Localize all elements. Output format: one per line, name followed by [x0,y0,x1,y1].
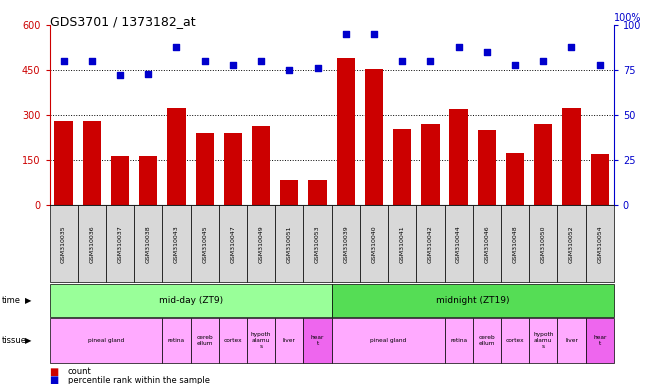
Bar [478,130,496,205]
Bar [393,129,411,205]
Point [228,61,238,68]
Text: hypoth
alamu
s: hypoth alamu s [251,332,271,349]
Text: time: time [1,296,20,305]
Text: retina: retina [168,338,185,343]
Text: GSM310040: GSM310040 [372,225,376,263]
Bar [534,124,552,205]
Text: ▶: ▶ [25,296,32,305]
Point [341,31,351,37]
Bar [449,109,468,205]
Point [482,49,492,55]
Text: cortex: cortex [224,338,242,343]
Bar [280,180,298,205]
Point [510,61,520,68]
Bar [562,108,581,205]
Text: GSM310054: GSM310054 [597,225,602,263]
Bar [308,180,327,205]
Bar [139,156,158,205]
Text: GSM310051: GSM310051 [287,225,292,263]
Text: GSM310048: GSM310048 [513,225,517,263]
Text: GSM310045: GSM310045 [202,225,207,263]
Point [115,73,125,79]
Point [58,58,69,64]
Bar [224,133,242,205]
Text: cortex: cortex [506,338,524,343]
Text: GSM310049: GSM310049 [259,225,263,263]
Point [369,31,380,37]
Bar [54,121,73,205]
Text: pineal gland: pineal gland [88,338,124,343]
Point [566,43,577,50]
Point [453,43,464,50]
Text: GSM310035: GSM310035 [61,225,66,263]
Text: 100%: 100% [614,13,642,23]
Bar [365,69,383,205]
Point [143,71,154,77]
Text: mid-day (ZT9): mid-day (ZT9) [158,296,222,305]
Bar [506,153,524,205]
Point [284,67,294,73]
Text: ■: ■ [50,375,59,384]
Point [595,61,605,68]
Text: GSM310043: GSM310043 [174,225,179,263]
Bar [167,108,185,205]
Text: midnight (ZT19): midnight (ZT19) [436,296,510,305]
Text: GSM310050: GSM310050 [541,225,546,263]
Bar [591,154,609,205]
Text: GSM310053: GSM310053 [315,225,320,263]
Text: GSM310039: GSM310039 [343,225,348,263]
Text: count: count [68,367,92,376]
Text: liver: liver [565,338,578,343]
Bar [195,133,214,205]
Point [86,58,97,64]
Point [425,58,436,64]
Point [312,65,323,71]
Text: ▶: ▶ [25,336,32,345]
Point [538,58,548,64]
Text: retina: retina [450,338,467,343]
Text: liver: liver [283,338,296,343]
Bar [252,126,271,205]
Bar [82,121,101,205]
Text: GSM310041: GSM310041 [400,225,405,263]
Text: GSM310037: GSM310037 [117,225,123,263]
Text: GDS3701 / 1373182_at: GDS3701 / 1373182_at [50,15,195,28]
Text: hear
t: hear t [593,335,607,346]
Text: cereb
ellum: cereb ellum [478,335,495,346]
Text: tissue: tissue [1,336,26,345]
Text: cereb
ellum: cereb ellum [196,335,213,346]
Bar [421,124,440,205]
Text: percentile rank within the sample: percentile rank within the sample [68,376,210,384]
Point [199,58,210,64]
Point [256,58,267,64]
Text: GSM310038: GSM310038 [146,225,150,263]
Text: GSM310052: GSM310052 [569,225,574,263]
Bar [337,58,355,205]
Point [171,43,182,50]
Text: hypoth
alamu
s: hypoth alamu s [533,332,554,349]
Text: GSM310042: GSM310042 [428,225,433,263]
Text: GSM310044: GSM310044 [456,225,461,263]
Text: pineal gland: pineal gland [370,338,406,343]
Text: GSM310047: GSM310047 [230,225,236,263]
Bar [111,156,129,205]
Text: GSM310046: GSM310046 [484,225,489,263]
Point [397,58,407,64]
Text: GSM310036: GSM310036 [89,225,94,263]
Text: ■: ■ [50,367,59,377]
Text: hear
t: hear t [311,335,324,346]
